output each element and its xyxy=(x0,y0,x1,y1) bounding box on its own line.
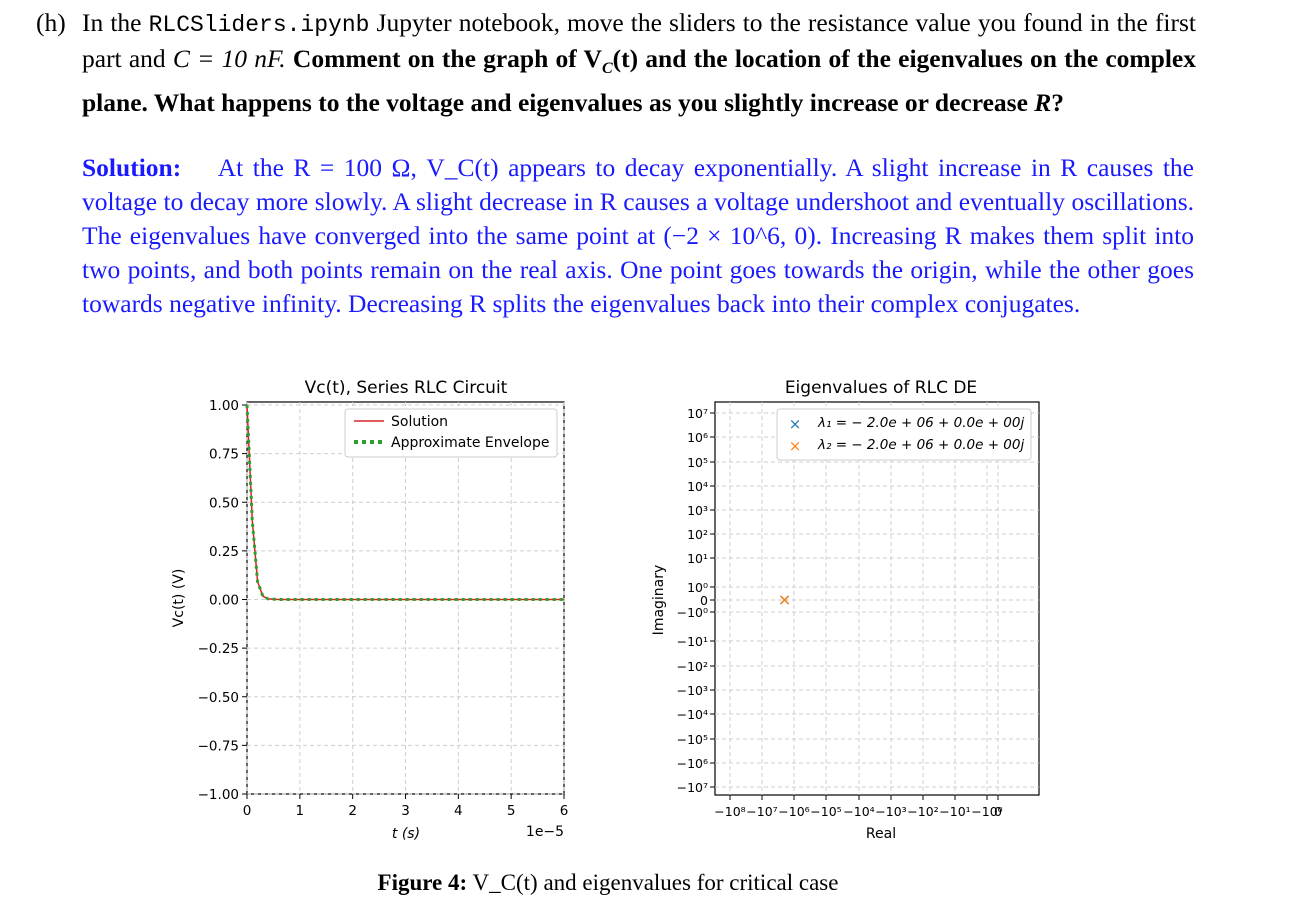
question-h: (h) In the RLCSliders.ipynb Jupyter note… xyxy=(36,6,1196,120)
eigen-xtick-label: 0 xyxy=(994,804,1002,819)
question-label: (h) xyxy=(36,8,66,37)
vc-xtick-label: 2 xyxy=(348,803,357,819)
svg-text:×: × xyxy=(789,415,802,433)
vc-ytick-label: −1.00 xyxy=(198,787,239,803)
eigen-ytick-label: −10⁴ xyxy=(677,707,708,722)
vc-ytick-label: 0.75 xyxy=(209,447,239,463)
eigen-ytick-label: 10³ xyxy=(687,503,708,518)
vc-ytick-label: 1.00 xyxy=(209,398,239,414)
eigen-xtick-label: −10³ xyxy=(875,804,906,819)
solution-text: At the R = 100 Ω, V_C(t) appears to deca… xyxy=(82,153,1194,318)
eigen-ytick-label: −10⁷ xyxy=(677,780,708,795)
vc-xtick-label: 6 xyxy=(560,803,569,819)
vc-ytick-label: 0.25 xyxy=(209,544,239,560)
eigen-xtick-label: −10⁷ xyxy=(746,804,777,819)
eigen-legend: × × λ₁ = − 2.0e + 06 + 0.0e + 00j λ₂ = −… xyxy=(776,408,1032,461)
eigen-plot-frame xyxy=(714,401,1040,796)
cap-value: C = 10 nF. xyxy=(172,44,286,73)
vc-ytick-label: 0.50 xyxy=(209,495,239,511)
eigen-chart-title: Eigenvalues of RLC DE xyxy=(785,378,977,398)
vc-xtick-label: 4 xyxy=(454,803,463,819)
eigen-ytick-label: 10⁵ xyxy=(687,455,708,470)
series-envelope xyxy=(245,404,564,601)
eigen-ytick-label: 10² xyxy=(687,527,708,542)
legend-envelope: Approximate Envelope xyxy=(391,435,549,451)
eigen-xlabel: Real xyxy=(866,826,896,842)
svg-text:×: × xyxy=(789,437,802,455)
question-text: In the RLCSliders.ipynb Jupyter notebook… xyxy=(82,8,1196,118)
eigen-ytick-label: −10⁰ xyxy=(677,605,708,620)
eigen-ytick-label: 10¹ xyxy=(687,551,708,566)
vc-xlabel: t (s) xyxy=(392,826,420,842)
vc-legend: Solution Approximate Envelope xyxy=(344,408,558,458)
legend-solution: Solution xyxy=(391,414,448,430)
legend-lambda2: λ₂ = − 2.0e + 06 + 0.0e + 00j xyxy=(817,437,1024,453)
figure: Vc(t), Series RLC Circuit 0 1 2 3 4 5 6 1.00 0.7… xyxy=(171,378,1040,842)
eigen-ytick-label: −10³ xyxy=(677,683,708,698)
vc-ytick-label: 0.00 xyxy=(209,593,239,609)
eigen-point-2: × xyxy=(778,590,791,609)
eigen-xtick-label: −10⁴ xyxy=(843,804,874,819)
eigen-chart: Eigenvalues of RLC DE −10⁸ −10⁷ −10⁶ −10⁵ −1… xyxy=(651,378,1040,842)
question-bold: Comment on the graph of VC(t) and the lo… xyxy=(82,44,1196,118)
vc-xtick-label: 3 xyxy=(401,803,410,819)
vc-chart-title: Vc(t), Series RLC Circuit xyxy=(305,378,508,398)
eigen-point-1: × xyxy=(778,590,791,609)
caption-label: Figure 4: xyxy=(377,870,468,895)
vc-ytick-label: −0.25 xyxy=(198,641,239,657)
eigen-ytick-label: −10² xyxy=(677,659,708,674)
notebook-name: RLCSliders.ipynb xyxy=(148,12,370,38)
eigen-xtick-label: −10² xyxy=(907,804,938,819)
eigen-xtick-label: −10⁵ xyxy=(810,804,841,819)
eigen-ytick-label: −10⁵ xyxy=(677,732,708,747)
vc-ytick-label: −0.50 xyxy=(198,690,239,706)
vc-chart: Vc(t), Series RLC Circuit 0 1 2 3 4 5 6 1.00 0.7… xyxy=(171,378,568,842)
eigen-ytick-label: −10⁶ xyxy=(677,756,708,771)
eigen-ylabel: Imaginary xyxy=(651,565,667,636)
eigen-ytick-label: 0 xyxy=(700,593,708,608)
eigen-xtick-label: −10¹ xyxy=(939,804,970,819)
legend-lambda1: λ₁ = − 2.0e + 06 + 0.0e + 00j xyxy=(817,415,1024,431)
vc-xtick-label: 0 xyxy=(243,803,252,819)
eigen-ytick-label: 10⁰ xyxy=(687,580,708,595)
vc-ytick-label: −0.75 xyxy=(198,738,239,754)
eigen-ytick-label: 10⁶ xyxy=(687,430,708,445)
vc-ylabel: Vc(t) (V) xyxy=(171,569,187,628)
vc-x-offset: 1e−5 xyxy=(526,824,564,840)
vc-xtick-label: 1 xyxy=(296,803,305,819)
figure-caption: Figure 4: V_C(t) and eigenvalues for cri… xyxy=(0,870,1216,896)
eigen-xtick-label: −10⁰ xyxy=(971,804,1002,819)
eigen-ytick-label: 10⁷ xyxy=(687,406,708,421)
solution-block: Solution: At the R = 100 Ω, V_C(t) appea… xyxy=(82,151,1194,321)
vc-xtick-label: 5 xyxy=(507,803,516,819)
eigen-xtick-label: −10⁸ xyxy=(714,804,745,819)
eigen-ytick-label: 10⁴ xyxy=(687,479,708,494)
caption-text: V_C(t) and eigenvalues for critical case xyxy=(472,870,839,895)
eigen-ytick-label: −10¹ xyxy=(677,634,708,649)
eigen-xtick-label: −10⁶ xyxy=(778,804,809,819)
solution-label: Solution: xyxy=(82,153,182,182)
